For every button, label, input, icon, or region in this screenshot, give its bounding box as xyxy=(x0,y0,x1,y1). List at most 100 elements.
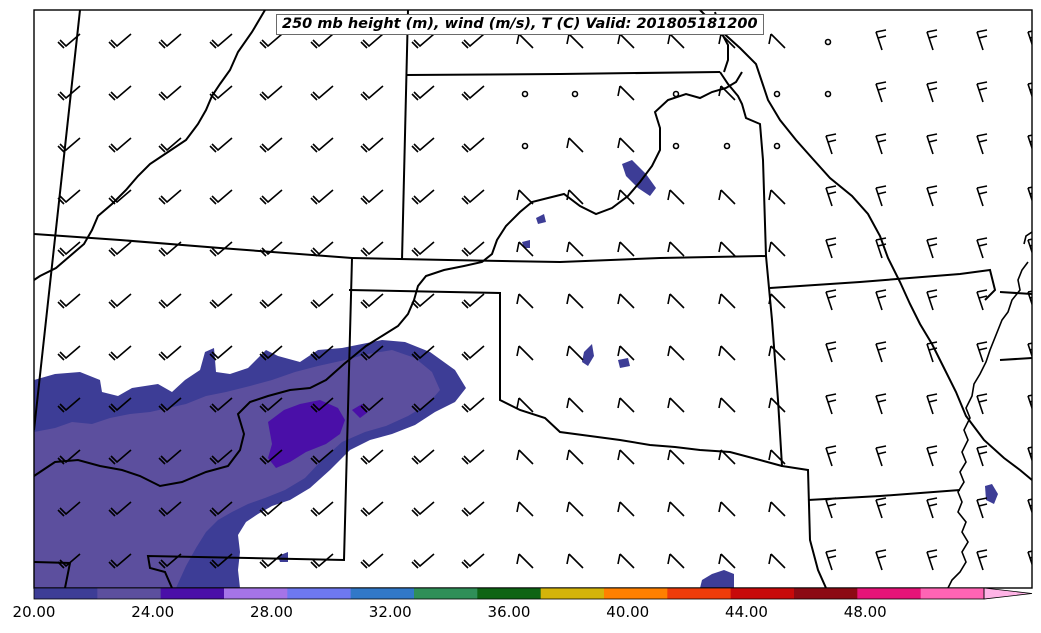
wind-barb-calm xyxy=(723,142,731,150)
wind-barb xyxy=(566,397,584,413)
wind-barb xyxy=(461,293,485,309)
temperature-shade-20-22 xyxy=(582,344,594,366)
wind-barb-calm xyxy=(521,90,529,98)
colorbar-segment xyxy=(287,588,352,599)
wind-barb xyxy=(566,449,584,465)
state-borders xyxy=(34,10,1032,588)
wind-barb xyxy=(411,33,435,49)
wind-barb xyxy=(768,397,786,413)
wind-barb xyxy=(360,189,384,205)
wind-barb xyxy=(768,189,786,205)
colorbar-segment xyxy=(730,588,795,599)
wind-barb xyxy=(1027,30,1032,47)
colorbar-outline xyxy=(33,587,985,600)
wind-barb xyxy=(667,293,685,309)
wind-barb xyxy=(825,289,837,311)
wind-barb xyxy=(57,137,81,153)
wind-barb xyxy=(617,189,635,205)
wind-barb xyxy=(108,137,132,153)
state-border xyxy=(769,268,997,301)
wind-barb xyxy=(360,137,384,153)
colorbar-segment xyxy=(604,588,668,599)
wind-barb xyxy=(926,133,938,155)
wind-barb xyxy=(310,33,334,49)
wind-barb xyxy=(461,397,485,413)
wind-barb xyxy=(825,237,837,259)
wind-barb xyxy=(259,501,283,517)
wind-barb xyxy=(209,345,233,361)
wind-barb xyxy=(461,85,485,101)
state-border xyxy=(999,291,1032,295)
wind-barb xyxy=(718,449,736,465)
wind-barb xyxy=(108,553,132,569)
wind-barb xyxy=(259,345,283,361)
wind-barb xyxy=(461,241,485,257)
wind-barb xyxy=(617,293,635,309)
wind-barb xyxy=(411,189,435,205)
wind-barb xyxy=(158,241,182,257)
wind-barb xyxy=(718,397,736,413)
colorbar-tick-label: 24.00 xyxy=(131,603,175,621)
wind-barb xyxy=(875,133,887,155)
wind-barb xyxy=(566,137,584,153)
wind-barb xyxy=(461,449,485,465)
wind-barb xyxy=(516,345,534,361)
wind-barb xyxy=(1027,82,1032,99)
wind-barb xyxy=(825,549,837,571)
wind-barb xyxy=(516,449,534,465)
wind-barb xyxy=(667,189,685,205)
wind-barb xyxy=(57,345,81,361)
height-contour xyxy=(699,10,1032,481)
wind-barb xyxy=(718,293,736,309)
state-border xyxy=(146,257,353,588)
wind-barb xyxy=(718,345,736,361)
wind-barb xyxy=(461,189,485,205)
state-border xyxy=(351,255,767,264)
temperature-shade-24-26 xyxy=(268,400,345,468)
wind-barb xyxy=(108,345,132,361)
wind-barb xyxy=(209,293,233,309)
wind-barb xyxy=(617,345,635,361)
wind-barb xyxy=(209,553,233,569)
wind-barb xyxy=(108,33,132,49)
wind-barb xyxy=(926,393,938,415)
height-contour xyxy=(34,71,743,488)
wind-barb xyxy=(976,237,988,259)
colorbar-segment xyxy=(794,588,858,599)
wind-barb xyxy=(360,553,384,569)
wind-barb xyxy=(57,189,81,205)
wind-barb xyxy=(259,189,283,205)
wind-barb xyxy=(875,341,887,363)
wind-barb xyxy=(516,553,534,569)
temperature-shade-24-26 xyxy=(352,404,368,418)
state-border xyxy=(34,10,81,431)
wind-barb xyxy=(158,397,182,413)
wind-barb xyxy=(718,33,736,49)
wind-barb xyxy=(718,85,736,101)
wind-barb xyxy=(209,33,233,49)
wind-barb xyxy=(976,289,988,311)
wind-barb xyxy=(768,501,786,517)
wind-barb xyxy=(667,553,685,569)
colorbar-segment xyxy=(667,588,732,599)
wind-barb xyxy=(1027,446,1032,463)
wind-barb xyxy=(108,241,132,257)
wind-barb-calm xyxy=(521,142,529,150)
state-border xyxy=(719,71,767,257)
wind-barb xyxy=(768,345,786,361)
wind-barb xyxy=(976,29,988,51)
wind-barb xyxy=(158,189,182,205)
wind-barb xyxy=(875,29,887,51)
wind-barb xyxy=(617,33,635,49)
wind-barb xyxy=(310,501,334,517)
river xyxy=(1023,231,1032,245)
wind-barb xyxy=(360,345,384,361)
wind-barb-calm xyxy=(672,90,680,98)
colorbar-segment xyxy=(477,588,542,599)
wind-barb xyxy=(926,445,938,467)
wind-barb xyxy=(108,449,132,465)
wind-barb xyxy=(718,189,736,205)
wind-barb xyxy=(57,449,81,465)
wind-barb xyxy=(461,501,485,517)
state-border xyxy=(765,255,827,588)
